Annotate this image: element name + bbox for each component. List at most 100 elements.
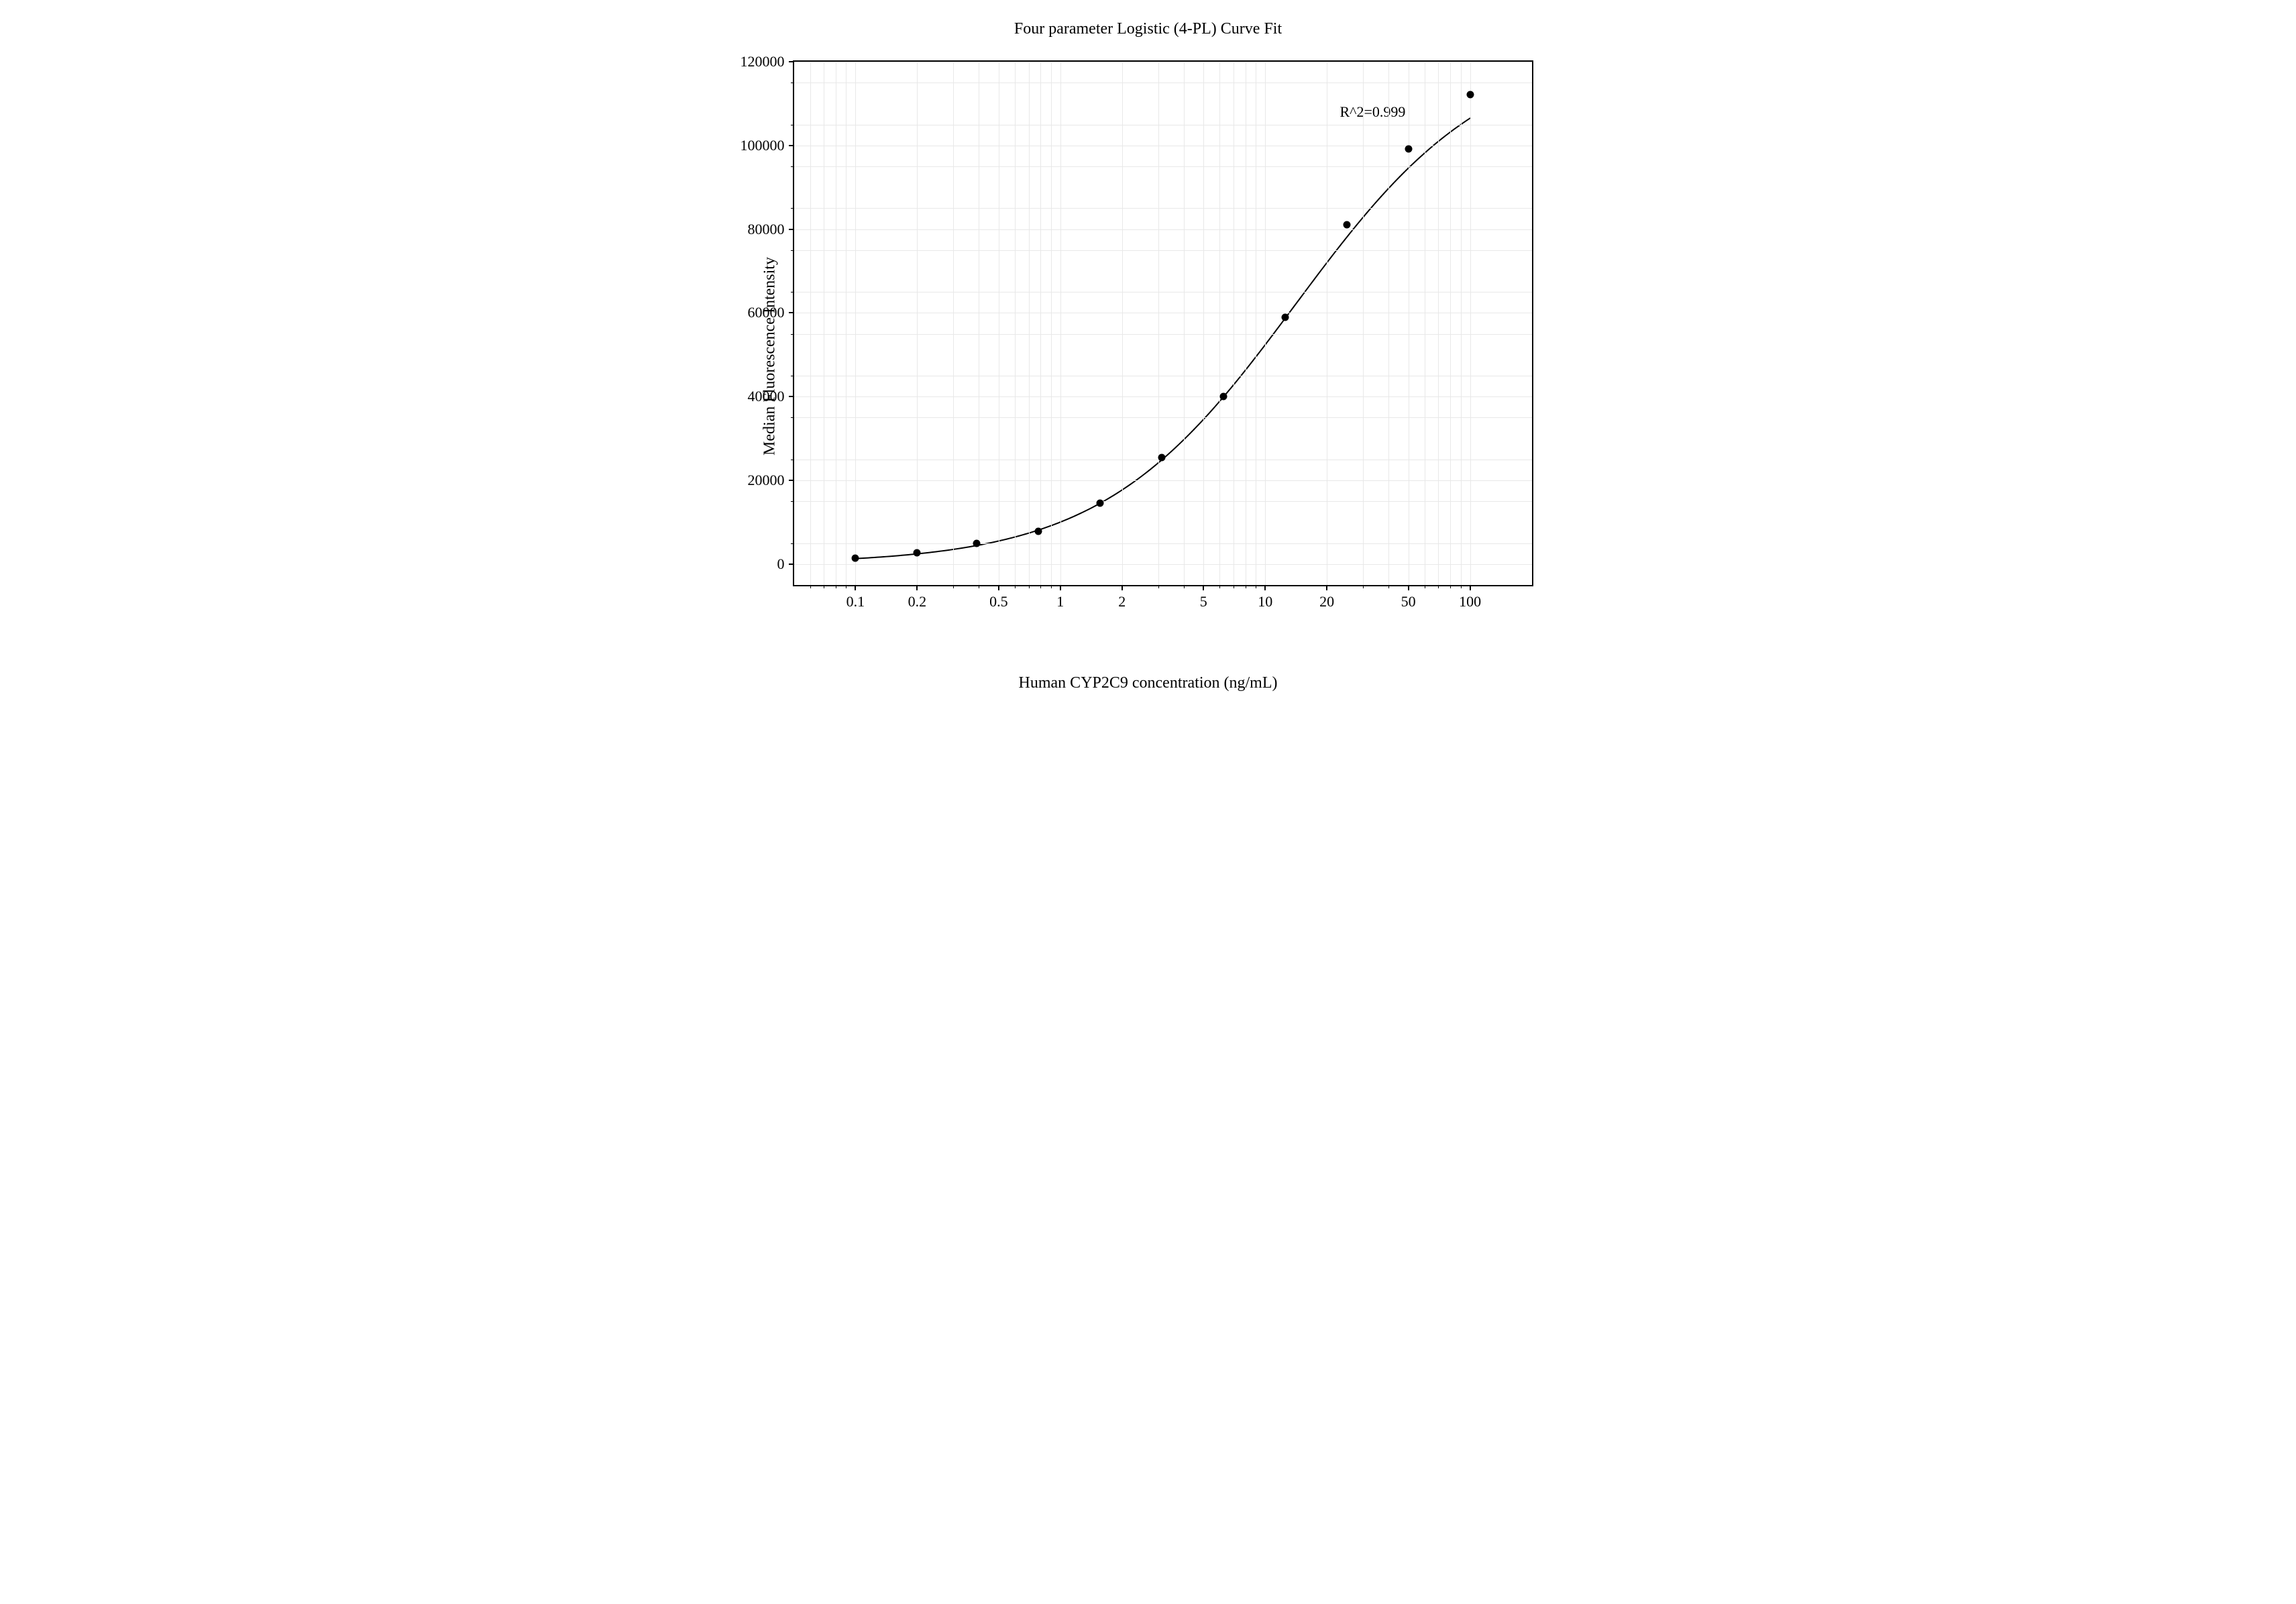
y-tick <box>789 312 794 313</box>
x-tick-minor <box>1388 585 1389 588</box>
y-tick-label: 80000 <box>748 221 785 238</box>
y-tick-minor <box>791 250 794 251</box>
y-tick-minor <box>791 543 794 544</box>
grid-line-v <box>1122 62 1123 585</box>
grid-line-h-minor <box>794 208 1532 209</box>
fit-curve <box>794 62 1532 585</box>
grid-line-v-minor <box>1051 62 1052 585</box>
grid-line-v-minor <box>1438 62 1439 585</box>
y-tick-label: 20000 <box>748 472 785 489</box>
grid-line-h-minor <box>794 250 1532 251</box>
y-tick-label: 0 <box>777 555 785 573</box>
grid-line-v <box>1265 62 1266 585</box>
grid-line-v <box>1470 62 1471 585</box>
x-tick-minor <box>1029 585 1030 588</box>
data-point <box>1281 313 1289 321</box>
x-tick <box>1203 585 1204 590</box>
x-tick-label: 1 <box>1056 593 1064 610</box>
data-point <box>852 555 859 562</box>
grid-line-h-minor <box>794 334 1532 335</box>
data-point <box>1219 392 1227 400</box>
grid-line-h-minor <box>794 501 1532 502</box>
x-tick <box>1408 585 1409 590</box>
x-tick-minor <box>1158 585 1159 588</box>
x-tick-minor <box>1184 585 1185 588</box>
y-tick-minor <box>791 166 794 167</box>
grid-line-h <box>794 564 1532 565</box>
grid-line-v-minor <box>1184 62 1185 585</box>
grid-line-v-minor <box>1450 62 1451 585</box>
y-tick <box>789 229 794 230</box>
chart-container: Four parameter Logistic (4-PL) Curve Fit… <box>639 0 1658 712</box>
plot-area: R^2=0.999 0.10.20.5125102050100020000400… <box>793 60 1533 586</box>
grid-line-v <box>1060 62 1061 585</box>
x-tick <box>1060 585 1061 590</box>
grid-line-v-minor <box>953 62 954 585</box>
grid-line-v <box>855 62 856 585</box>
x-tick <box>1470 585 1471 590</box>
y-tick <box>789 61 794 62</box>
x-tick-label: 0.5 <box>989 593 1008 610</box>
y-tick <box>789 145 794 146</box>
grid-line-v-minor <box>1029 62 1030 585</box>
data-point <box>1158 453 1165 461</box>
x-axis-label: Human CYP2C9 concentration (ng/mL) <box>639 674 1658 692</box>
r-squared-annotation: R^2=0.999 <box>1340 103 1406 121</box>
y-tick-minor <box>791 417 794 418</box>
x-tick-minor <box>1438 585 1439 588</box>
grid-line-v-minor <box>1158 62 1159 585</box>
x-tick-minor <box>1015 585 1016 588</box>
x-tick-label: 0.2 <box>908 593 927 610</box>
y-tick <box>789 564 794 565</box>
grid-line-h <box>794 229 1532 230</box>
data-point <box>914 549 921 556</box>
x-tick-label: 100 <box>1459 593 1481 610</box>
y-tick-minor <box>791 334 794 335</box>
grid-line-v-minor <box>1219 62 1220 585</box>
data-point <box>1096 500 1103 507</box>
grid-line-v <box>917 62 918 585</box>
x-tick <box>916 585 918 590</box>
grid-line-v-minor <box>1015 62 1016 585</box>
x-tick-minor <box>1450 585 1451 588</box>
x-tick-label: 10 <box>1258 593 1272 610</box>
x-tick-label: 2 <box>1118 593 1126 610</box>
x-tick <box>855 585 856 590</box>
y-tick <box>789 396 794 397</box>
y-tick-label: 40000 <box>748 388 785 405</box>
chart-title: Four parameter Logistic (4-PL) Curve Fit <box>639 20 1658 38</box>
data-point <box>1343 221 1350 229</box>
grid-line-v-minor <box>1461 62 1462 585</box>
grid-line-v-minor <box>1040 62 1041 585</box>
x-tick-minor <box>1461 585 1462 588</box>
x-tick-label: 20 <box>1319 593 1334 610</box>
x-tick-minor <box>1051 585 1052 588</box>
grid-line-h-minor <box>794 417 1532 418</box>
data-point <box>1034 527 1042 535</box>
y-tick-minor <box>791 501 794 502</box>
y-tick-label: 100000 <box>741 137 785 154</box>
grid-line-v-minor <box>1363 62 1364 585</box>
grid-line-h-minor <box>794 166 1532 167</box>
x-tick-minor <box>1040 585 1041 588</box>
y-tick-label: 120000 <box>741 53 785 70</box>
x-tick <box>1122 585 1123 590</box>
x-tick-minor <box>810 585 811 588</box>
y-tick-label: 60000 <box>748 304 785 321</box>
y-axis-label: Median Fluorescence Intensity <box>761 257 779 456</box>
data-point <box>1466 91 1474 98</box>
x-tick-label: 0.1 <box>846 593 865 610</box>
x-tick-label: 5 <box>1200 593 1207 610</box>
grid-line-h <box>794 396 1532 397</box>
x-tick <box>998 585 999 590</box>
y-tick-minor <box>791 208 794 209</box>
data-point <box>1405 145 1412 152</box>
fit-curve-path <box>855 118 1470 559</box>
grid-line-h-minor <box>794 543 1532 544</box>
grid-line-v-minor <box>810 62 811 585</box>
grid-line-v <box>1203 62 1204 585</box>
y-tick <box>789 480 794 481</box>
x-tick <box>1326 585 1327 590</box>
x-tick-minor <box>953 585 954 588</box>
grid-line-v-minor <box>1388 62 1389 585</box>
